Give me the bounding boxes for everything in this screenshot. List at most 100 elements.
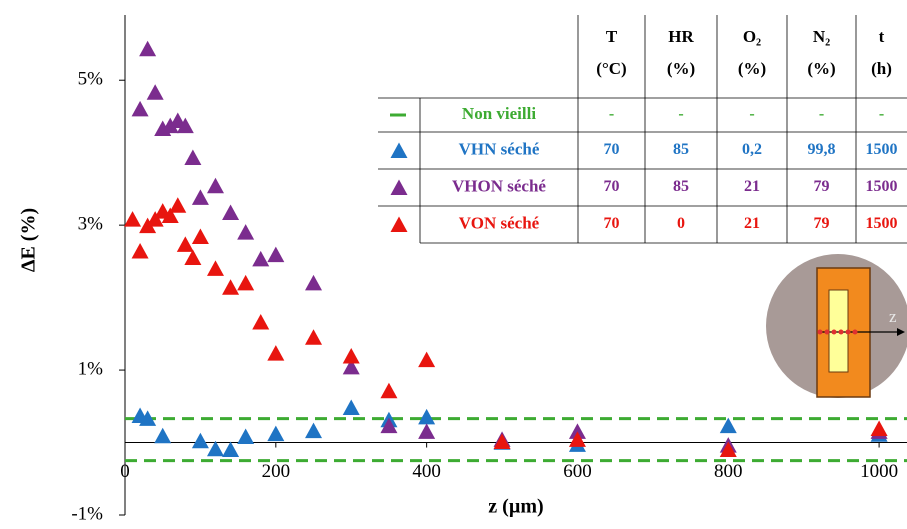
table-header-text: (%) bbox=[807, 59, 835, 78]
x-tick-label: 400 bbox=[412, 461, 441, 482]
table-cell: - bbox=[819, 106, 824, 123]
legend-table: T (°C)T(°C)HR (%)HR(%)O₂ (%)O₂(%)N₂ (%)N… bbox=[378, 15, 907, 244]
table-cell: 70 bbox=[604, 141, 620, 158]
data-point bbox=[184, 249, 202, 265]
data-point bbox=[237, 274, 255, 291]
data-point bbox=[305, 274, 323, 291]
data-point bbox=[418, 423, 436, 439]
data-point bbox=[206, 177, 224, 194]
table-cell: - bbox=[749, 106, 754, 123]
data-point bbox=[568, 423, 586, 439]
data-point bbox=[191, 189, 209, 205]
data-point bbox=[719, 441, 737, 458]
legend-label: VHON séché bbox=[452, 176, 546, 195]
data-point bbox=[176, 117, 194, 134]
data-point bbox=[146, 84, 164, 100]
inset-dots bbox=[817, 329, 858, 335]
x-tick-label: 800 bbox=[714, 461, 743, 482]
table-cell: 85 bbox=[673, 178, 689, 195]
y-axis-title: ΔE (%) bbox=[18, 208, 40, 272]
table-cell: 0,2 bbox=[742, 141, 762, 158]
table-cell: 79 bbox=[814, 178, 830, 195]
x-tick-label: 0 bbox=[120, 461, 130, 482]
data-point bbox=[267, 246, 285, 263]
table-cell: 85 bbox=[673, 141, 689, 158]
data-point bbox=[870, 420, 888, 436]
legend-symbol bbox=[390, 179, 408, 195]
data-point bbox=[342, 348, 360, 364]
x-tick-label: 200 bbox=[262, 461, 291, 482]
data-point bbox=[493, 433, 511, 450]
table-header-text: HR bbox=[668, 27, 694, 46]
data-point bbox=[139, 40, 157, 57]
table-cell: 21 bbox=[744, 215, 760, 232]
table-cell: 79 bbox=[814, 215, 830, 232]
inset-diagram: z bbox=[766, 254, 907, 398]
table-cell: 99,8 bbox=[808, 141, 836, 158]
table-cell: 1500 bbox=[866, 215, 898, 232]
data-point bbox=[161, 207, 179, 223]
table-header-text: t bbox=[879, 27, 885, 46]
data-point bbox=[206, 260, 224, 276]
inset-label: z bbox=[889, 307, 897, 326]
table-cell: 70 bbox=[604, 215, 620, 232]
table-header-text: O₂ bbox=[743, 27, 761, 46]
table-header-text: (%) bbox=[738, 59, 766, 78]
y-tick-label: -1% bbox=[71, 503, 103, 524]
data-point bbox=[124, 211, 142, 227]
data-point bbox=[139, 410, 157, 426]
data-point bbox=[342, 358, 360, 375]
x-tick-label: 600 bbox=[563, 461, 592, 482]
table-cell: 1500 bbox=[866, 141, 898, 158]
data-point bbox=[380, 417, 398, 434]
data-point bbox=[342, 399, 360, 415]
table-cell: - bbox=[609, 106, 614, 123]
data-point bbox=[418, 351, 436, 368]
data-point bbox=[418, 408, 436, 425]
data-point bbox=[252, 313, 270, 330]
data-point bbox=[267, 345, 285, 361]
data-point bbox=[252, 250, 270, 267]
legend-symbol bbox=[390, 216, 408, 232]
data-point bbox=[191, 432, 209, 449]
data-point bbox=[237, 224, 255, 240]
table-cell: - bbox=[678, 106, 683, 123]
data-point bbox=[222, 441, 240, 458]
data-point bbox=[568, 431, 586, 447]
table-cell: - bbox=[879, 106, 884, 123]
table-cell: 70 bbox=[604, 178, 620, 195]
legend-label: VHN séché bbox=[459, 139, 540, 158]
data-point bbox=[222, 204, 240, 221]
data-point bbox=[154, 427, 172, 444]
table-header-text: (h) bbox=[871, 59, 892, 78]
data-point bbox=[176, 236, 194, 252]
data-point bbox=[305, 422, 323, 439]
table-cell: 1500 bbox=[866, 178, 898, 195]
table-header-text: T bbox=[606, 27, 618, 46]
data-point bbox=[161, 117, 179, 134]
data-point bbox=[191, 228, 209, 244]
legend-label: Non vieilli bbox=[462, 104, 536, 123]
table-header-text: (°C) bbox=[596, 59, 626, 78]
data-point bbox=[146, 211, 164, 227]
x-tick-label: 1000 bbox=[860, 461, 898, 482]
y-tick-label: 5% bbox=[78, 69, 104, 90]
data-point bbox=[131, 242, 149, 259]
y-tick-label: 3% bbox=[78, 214, 104, 235]
table-header-text: N₂ bbox=[813, 27, 830, 46]
data-point bbox=[184, 149, 202, 165]
data-point bbox=[719, 417, 737, 434]
y-tick-label: 1% bbox=[78, 358, 104, 379]
x-axis-title: z (µm) bbox=[488, 496, 543, 518]
inset-arrowhead bbox=[897, 328, 905, 336]
data-point bbox=[267, 425, 285, 442]
legend-symbol bbox=[390, 142, 408, 158]
table-cell: 21 bbox=[744, 178, 760, 195]
legend-label: VON séché bbox=[459, 213, 540, 232]
data-point bbox=[380, 382, 398, 399]
table-cell: 0 bbox=[677, 215, 685, 232]
data-point bbox=[206, 440, 224, 457]
data-point bbox=[131, 100, 149, 117]
data-point bbox=[222, 279, 240, 295]
